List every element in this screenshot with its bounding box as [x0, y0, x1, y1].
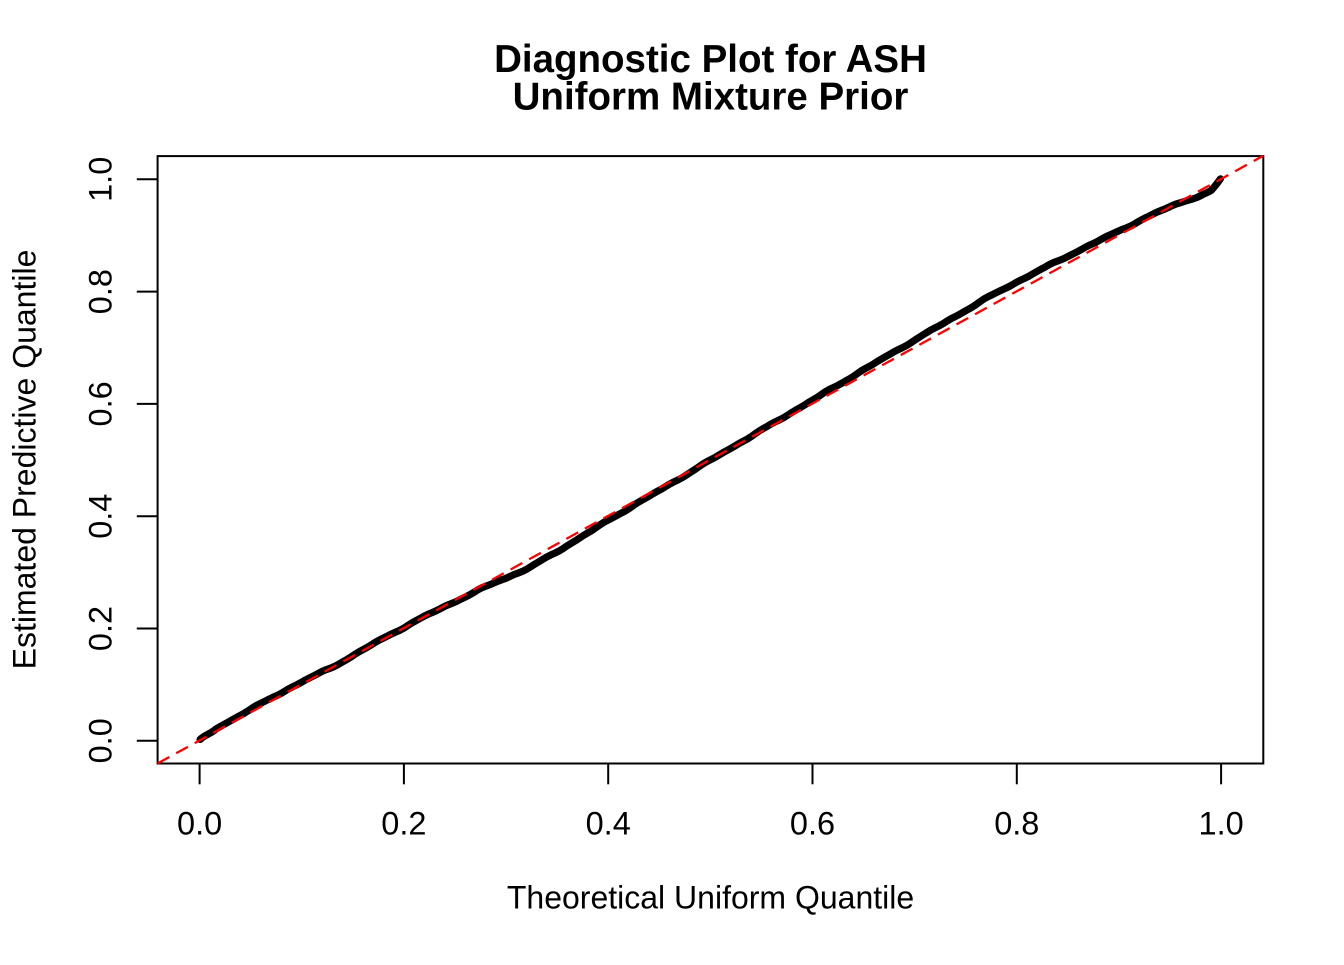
- svg-text:0.0: 0.0: [177, 806, 222, 842]
- svg-text:0.6: 0.6: [790, 806, 835, 842]
- svg-text:Uniform Mixture Prior: Uniform Mixture Prior: [513, 76, 909, 119]
- svg-text:0.4: 0.4: [586, 806, 631, 842]
- svg-text:1.0: 1.0: [82, 157, 118, 202]
- svg-text:Diagnostic Plot for ASH: Diagnostic Plot for ASH: [494, 38, 927, 81]
- svg-text:0.6: 0.6: [82, 381, 118, 426]
- svg-text:1.0: 1.0: [1199, 806, 1244, 842]
- svg-text:0.2: 0.2: [82, 606, 118, 651]
- svg-text:0.2: 0.2: [381, 806, 426, 842]
- svg-text:0.8: 0.8: [82, 269, 118, 314]
- svg-text:Theoretical Uniform Quantile: Theoretical Uniform Quantile: [507, 880, 914, 916]
- svg-text:0.0: 0.0: [82, 718, 118, 763]
- svg-text:0.4: 0.4: [82, 494, 118, 539]
- svg-text:Estimated Predictive Quantile: Estimated Predictive Quantile: [6, 250, 42, 670]
- svg-text:0.8: 0.8: [994, 806, 1039, 842]
